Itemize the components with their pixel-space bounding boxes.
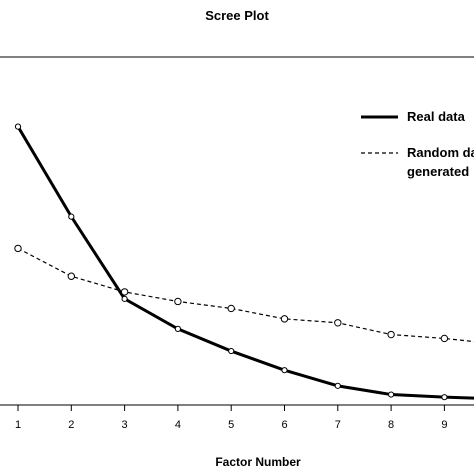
x-axis-ticks: 12345678910 [15, 405, 447, 431]
real-data-point [281, 367, 288, 374]
legend-random-data-label-line2: generated [407, 164, 469, 179]
legend-random-data-label: Random data [407, 145, 474, 160]
x-tick-label: 6 [281, 419, 287, 431]
x-tick-label: 3 [122, 419, 128, 431]
series-layer [14, 123, 474, 401]
x-tick-label: 7 [335, 419, 341, 431]
random-data-point [334, 319, 342, 327]
real-data-point [68, 213, 75, 220]
random-data-point [174, 297, 182, 306]
x-axis-label: Factor Number [215, 455, 301, 469]
random-data-point [280, 315, 289, 323]
chart-title: Scree Plot [205, 8, 269, 23]
real-data-point [14, 123, 22, 130]
legend-real-data-label: Real data [407, 109, 466, 124]
random-data-point [440, 334, 449, 343]
real-data-point [174, 325, 181, 332]
real-data-point [388, 391, 395, 398]
random-data-point [387, 330, 395, 339]
x-tick-label: 8 [388, 419, 394, 431]
x-tick-label: 4 [175, 419, 181, 431]
real-data-point [441, 394, 448, 401]
random-data-line [17, 247, 474, 343]
random-data-point [14, 244, 22, 253]
real-data-point [228, 347, 235, 355]
random-data-point [227, 304, 235, 313]
real-data-line [16, 125, 474, 400]
legend: Real data Random data generated [361, 109, 474, 179]
real-data-point [121, 295, 128, 302]
random-data-point [120, 288, 129, 296]
x-tick-label: 5 [228, 419, 234, 431]
x-tick-label: 2 [68, 419, 74, 431]
real-data-point [334, 382, 341, 389]
x-tick-label: 1 [15, 419, 21, 431]
random-data-point [67, 272, 76, 280]
x-tick-label: 9 [441, 419, 447, 431]
